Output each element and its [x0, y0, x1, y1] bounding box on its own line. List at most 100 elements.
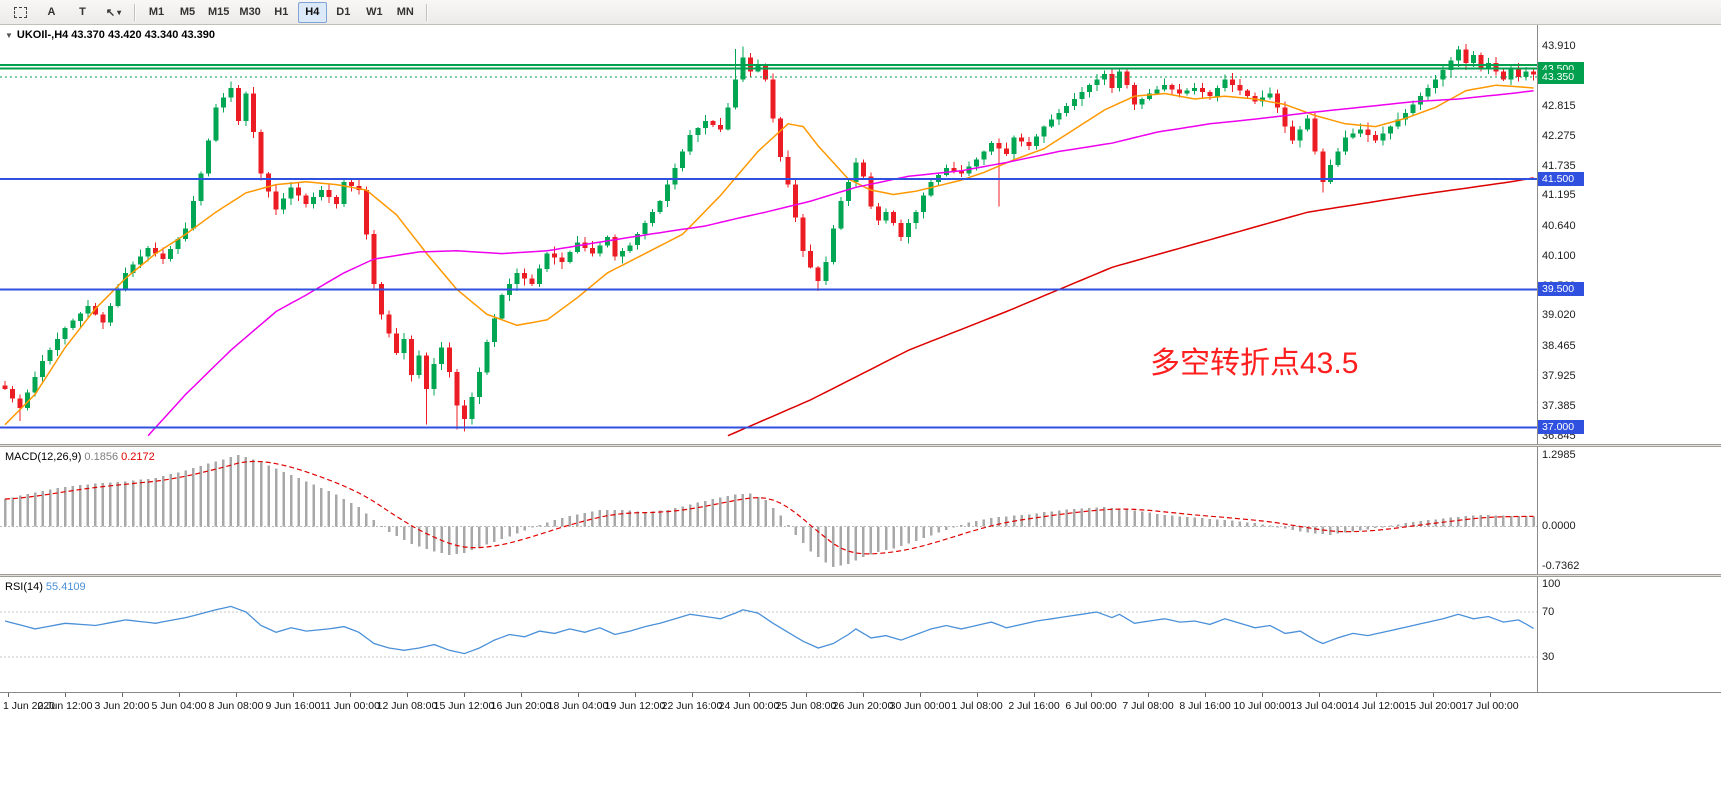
candle-body	[77, 313, 83, 321]
time-axis-tick	[8, 693, 9, 697]
macd-histogram-bar	[327, 491, 330, 527]
selection-tool-button[interactable]	[6, 2, 35, 23]
macd-histogram-bar	[395, 526, 398, 536]
macd-histogram-bar	[545, 522, 549, 527]
macd-histogram-bar	[214, 461, 218, 527]
macd-canvas[interactable]	[0, 447, 1721, 574]
price-axis-border	[1537, 25, 1538, 692]
macd-histogram-bar	[154, 478, 157, 527]
price-chart-canvas[interactable]	[0, 25, 1721, 444]
macd-histogram-bar	[1201, 518, 1204, 527]
macd-histogram-bar	[1261, 524, 1264, 527]
macd-histogram-bar	[169, 474, 172, 527]
macd-histogram-bar	[568, 516, 571, 527]
candle-body	[491, 318, 497, 342]
rsi-scale-30: 30	[1542, 651, 1555, 663]
candle-body	[988, 143, 994, 152]
chart-menu-icon[interactable]: ▼	[5, 31, 13, 40]
time-axis-label: 6 Jul 00:00	[1065, 700, 1117, 712]
macd-histogram-bar	[79, 485, 82, 527]
candle-body	[1154, 89, 1160, 94]
arrow-tool-button[interactable]: ↖ ▾	[99, 2, 128, 23]
macd-histogram-bar	[1509, 516, 1513, 527]
candle-body	[996, 143, 1002, 149]
timeframe-m5-button[interactable]: M5	[179, 6, 196, 18]
macd-histogram-bar	[1231, 520, 1234, 527]
candle-body	[725, 107, 731, 130]
time-axis-label: 15 Jun 12:00	[433, 700, 495, 712]
candle-body	[115, 289, 121, 306]
price-chart-panel[interactable]: ▼ UKOIl-,H4 43.370 43.420 43.340 43.390 多空…	[0, 25, 1721, 444]
macd-histogram-bar	[237, 455, 240, 527]
timeframe-w1-button[interactable]: W1	[366, 6, 383, 18]
candle-body	[17, 398, 23, 409]
candle-body	[10, 388, 15, 399]
timeframe-mn-button[interactable]: MN	[396, 6, 414, 18]
timeframe-h4-button[interactable]: H4	[297, 1, 327, 23]
time-axis-label: 16 Jun 20:00	[490, 700, 552, 712]
macd-histogram-bar	[433, 526, 436, 552]
time-axis-tick	[1433, 693, 1434, 697]
candle-body	[296, 187, 302, 196]
macd-histogram-bar	[470, 526, 474, 551]
chart-symbol-period: UKOIl-,H4	[16, 29, 69, 41]
candle-body	[853, 162, 859, 182]
time-axis[interactable]: 1 Jun 2020 2 Jun 12:00 3 Jun 20:00 5 Jun 04…	[0, 692, 1721, 718]
timeframe-m15-button[interactable]: M15	[208, 6, 230, 18]
candle-body	[32, 376, 38, 393]
time-axis-tick	[1262, 693, 1263, 697]
panel-splitter[interactable]	[0, 574, 1721, 577]
time-axis-tick	[635, 693, 636, 697]
panel-splitter[interactable]	[0, 444, 1721, 447]
candle-body	[175, 238, 181, 249]
candle-body	[1403, 112, 1409, 120]
timeframe-m30-button[interactable]: M30	[239, 6, 261, 18]
macd-histogram-bar	[289, 475, 293, 527]
candle-body	[1109, 74, 1115, 88]
macd-panel[interactable]: MACD(12,26,9) 0.1856 0.2172 1.2985 0.0000 …	[0, 447, 1721, 574]
rsi-canvas[interactable]	[0, 577, 1721, 692]
candle-body	[710, 121, 716, 126]
text-tool-button[interactable]: A	[37, 2, 66, 23]
candle-body	[40, 361, 46, 377]
macd-histogram-bar	[1058, 510, 1061, 527]
candle-body	[1094, 79, 1100, 86]
timeframe-h1-button[interactable]: H1	[274, 6, 289, 18]
time-axis-label: 2 Jul 16:00	[1008, 700, 1060, 712]
macd-histogram-bar	[937, 526, 940, 533]
macd-histogram-bar	[26, 494, 29, 527]
candle-body	[1335, 151, 1341, 166]
macd-histogram-bar	[606, 510, 609, 527]
candle-body	[665, 184, 671, 202]
selection-tool-icon	[14, 6, 27, 18]
candle-body	[70, 320, 76, 329]
macd-histogram-bar	[741, 494, 745, 527]
macd-histogram-bar	[320, 487, 323, 527]
candle-body	[695, 128, 701, 135]
text-tool-icon: A	[47, 6, 56, 18]
candle-body	[642, 223, 648, 235]
macd-histogram-bar	[1396, 524, 1400, 527]
timeframe-d1-button[interactable]: D1	[336, 6, 351, 18]
timeframe-m1-button[interactable]: M1	[148, 6, 165, 18]
candle-body	[1237, 85, 1243, 91]
macd-histogram-bar	[658, 510, 662, 527]
candle-body	[1056, 112, 1062, 120]
label-tool-button[interactable]: T	[68, 2, 97, 23]
rsi-panel[interactable]: RSI(14) 55.4109 100 70 30	[0, 577, 1721, 692]
medium-ma-line	[147, 89, 1534, 437]
macd-histogram-bar	[500, 526, 504, 540]
macd-histogram-bar	[41, 491, 44, 527]
time-axis-label: 19 Jun 12:00	[604, 700, 666, 712]
candle-body	[1282, 107, 1288, 127]
candle-body	[243, 93, 249, 122]
candle-body	[785, 157, 791, 185]
macd-histogram-bar	[1517, 516, 1520, 527]
time-axis-tick	[806, 693, 807, 697]
candle-body	[1305, 118, 1311, 130]
candle-body	[62, 328, 68, 340]
macd-histogram-bar	[274, 468, 278, 527]
time-axis-label: 12 Jun 08:00	[376, 700, 438, 712]
macd-histogram-bar	[101, 483, 105, 527]
